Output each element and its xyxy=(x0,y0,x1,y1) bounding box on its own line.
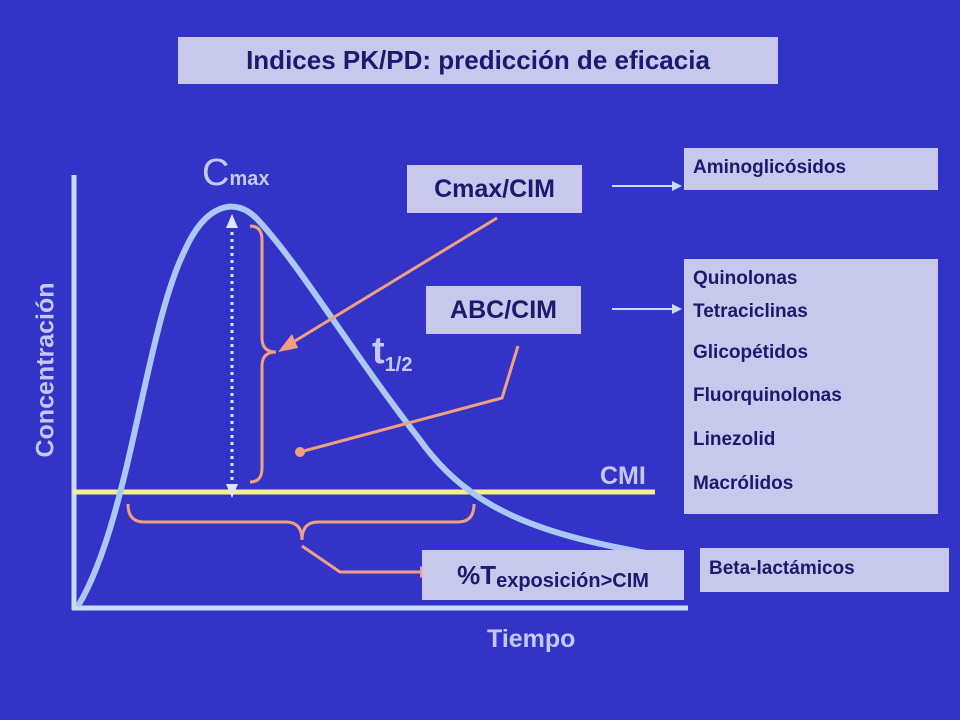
cmax-arrow-head-bottom xyxy=(226,484,238,498)
cmax-arrow-head-top xyxy=(226,214,238,228)
cmax-sub: max xyxy=(229,168,270,190)
title-box: Indices PK/PD: predicción de eficacia xyxy=(178,37,778,84)
drug-macrolidos: Macrólidos xyxy=(693,473,794,494)
half-sub: 1/2 xyxy=(384,354,413,376)
drug-aminoglicosidos: Aminoglicósidos xyxy=(693,157,847,178)
area-dot xyxy=(295,447,305,457)
cmax-main: C xyxy=(202,152,230,194)
vertical-brace xyxy=(249,224,277,484)
y-axis-label: Concentración xyxy=(31,282,60,458)
drug-beta-lactamicos: Beta-lactámicos xyxy=(709,558,855,579)
drug-quinolonas: Quinolonas xyxy=(693,268,798,289)
drug-group-1: Aminoglicósidos xyxy=(684,148,938,190)
cmax-cim-pointer-head xyxy=(278,334,298,352)
texp-prefix: %T xyxy=(457,559,497,590)
texp-box: %Texposición>CIM xyxy=(422,550,684,600)
drug-linezolid: Linezolid xyxy=(693,429,776,450)
cmi-label: CMI xyxy=(600,462,646,490)
x-axis-label: Tiempo xyxy=(487,625,576,653)
cmax-label: Cmax xyxy=(202,152,269,195)
abc-cim-box: ABC/CIM xyxy=(426,286,581,334)
texp-pointer xyxy=(301,544,420,574)
cmax-cim-label: Cmax/CIM xyxy=(434,174,555,203)
drug-fluorquinolonas: Fluorquinolonas xyxy=(693,385,842,406)
abc-cim-label: ABC/CIM xyxy=(450,295,557,324)
texp-label: %Texposición>CIM xyxy=(457,559,649,592)
horizontal-brace xyxy=(126,503,476,541)
arrow-to-group1-head xyxy=(672,181,682,191)
concentration-curve xyxy=(75,203,659,608)
arrow-to-group2-head xyxy=(672,304,682,314)
cmax-cim-box: Cmax/CIM xyxy=(407,165,582,213)
drug-group-2: Quinolonas Tetraciclinas Glicopétidos Fl… xyxy=(684,259,938,514)
slide-title: Indices PK/PD: predicción de eficacia xyxy=(246,45,710,75)
drug-group-3: Beta-lactámicos xyxy=(700,548,949,592)
half-life-label: t1/2 xyxy=(372,330,413,376)
cmax-cim-pointer xyxy=(289,216,498,346)
drug-tetraciclinas: Tetraciclinas xyxy=(693,301,808,322)
drug-glicopetidos: Glicopétidos xyxy=(693,342,809,363)
half-main: t xyxy=(372,330,385,372)
abc-cim-pointer xyxy=(299,345,520,454)
texp-sub: exposición>CIM xyxy=(496,569,649,592)
